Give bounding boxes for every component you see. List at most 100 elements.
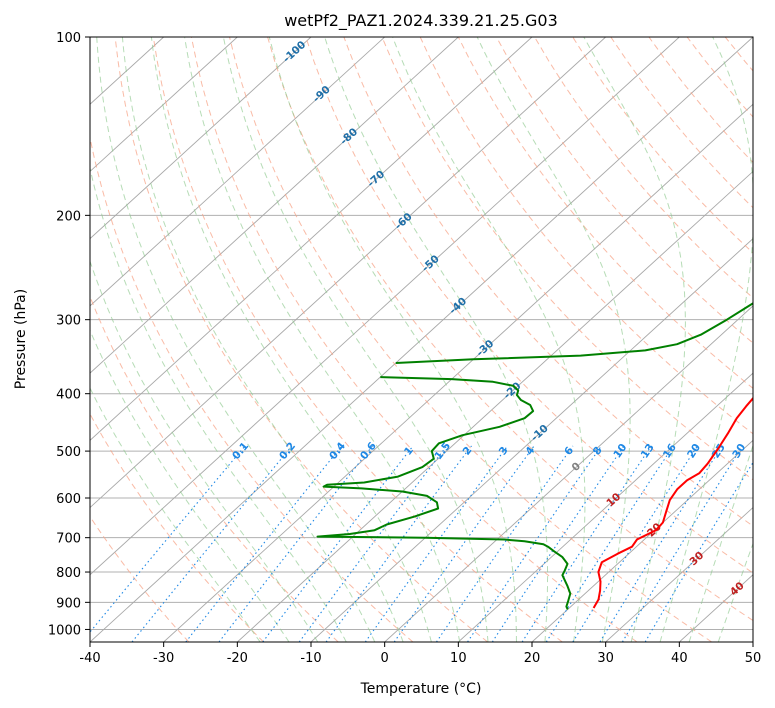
y-tick-label: 1000 [48, 623, 81, 638]
dry-adiabat [381, 37, 753, 481]
dry-adiabat [648, 37, 753, 164]
plot-frame [89, 36, 754, 643]
mixing-ratio-label: 20 [685, 442, 703, 461]
x-tick-label: -10 [300, 651, 321, 666]
mixing-ratio-label: 30 [730, 442, 748, 461]
mixing-ratio-line [621, 445, 744, 642]
dry-adiabat [763, 37, 775, 642]
moist-adiabat [90, 328, 290, 642]
y-tick-label: 300 [56, 314, 81, 329]
y-tick-label: 500 [56, 445, 81, 460]
dry-adiabat [229, 37, 712, 642]
moist-adiabat [90, 259, 319, 642]
isotherm-line [90, 37, 459, 374]
dry-adiabat [114, 37, 488, 642]
moist-adiabat [268, 37, 517, 642]
mixing-ratio-label: 8 [591, 445, 605, 458]
isotherm-line [90, 37, 606, 509]
dry-adiabat [90, 412, 264, 642]
isotherm-line [90, 37, 385, 307]
mixing-ratio-label: 6 [562, 445, 576, 458]
mixing-ratio-line [572, 445, 699, 642]
x-tick-label: 40 [671, 651, 688, 666]
mixing-ratio-label: 0.4 [327, 440, 348, 462]
mixing-ratio-label: 4 [523, 445, 537, 458]
dry-adiabat [495, 37, 753, 344]
y-tick-label: 100 [56, 31, 81, 46]
mixing-ratio-label: 36 [751, 442, 769, 461]
isotherm-line [90, 37, 238, 173]
moist-adiabat [96, 37, 376, 642]
isotherm-line [90, 37, 533, 441]
isotherm-line [458, 372, 753, 642]
dry-adiabat [572, 37, 753, 254]
moist-adiabat [659, 37, 753, 642]
dry-adiabat [343, 37, 753, 527]
mixing-ratio-label: 13 [639, 442, 657, 461]
dry-adiabat [610, 37, 753, 209]
isotherm-line [237, 170, 753, 642]
dry-adiabat [90, 135, 414, 642]
moist-adiabat [150, 37, 432, 642]
dry-adiabat [90, 295, 339, 642]
isotherm-line [90, 37, 312, 240]
mixing-ratio-line [435, 445, 574, 642]
moist-adiabat [324, 37, 549, 642]
mixing-ratio-line [599, 445, 723, 642]
moist-adiabat [184, 37, 461, 642]
mixing-ratio-line [218, 445, 373, 642]
x-tick-label: -40 [79, 651, 100, 666]
x-tick-label: 10 [450, 651, 467, 666]
mixing-ratio-label: 1 [402, 445, 416, 458]
dry-adiabat [724, 37, 753, 72]
mixing-ratio-label: 1.5 [432, 440, 453, 462]
dry-adiabat [267, 37, 753, 622]
moist-adiabat [476, 37, 631, 642]
x-tick-label: 50 [745, 651, 762, 666]
y-tick-label: 200 [56, 209, 81, 224]
mixing-ratio-line [644, 461, 753, 642]
mixing-ratio-line [298, 445, 448, 642]
x-tick-label: 20 [524, 651, 541, 666]
moist-adiabat [583, 37, 686, 642]
mixing-ratio-label: 0.1 [230, 440, 251, 462]
series-line-0 [592, 396, 753, 609]
mixing-ratio-line [131, 445, 293, 642]
dry-adiabat [457, 37, 753, 389]
series-line-2 [316, 376, 572, 610]
mixing-ratio-line [521, 445, 652, 642]
isotherm-line [310, 238, 753, 642]
y-tick-label: 800 [56, 566, 81, 581]
moist-adiabat [717, 542, 753, 642]
isotherm-line [752, 641, 753, 642]
dry-adiabat [152, 37, 563, 642]
mixing-ratio-line [90, 445, 246, 633]
isotherm-line [605, 506, 753, 642]
mixing-ratio-line [545, 445, 674, 642]
dry-adiabat [305, 37, 753, 574]
mixing-ratio-line [262, 445, 414, 642]
dry-adiabat [419, 37, 753, 435]
mixing-ratio-label: 16 [661, 442, 679, 461]
y-tick-label: 400 [56, 388, 81, 403]
isotherm-line [90, 37, 753, 642]
moist-adiabat [392, 37, 586, 642]
y-axis-title: Pressure (hPa) [13, 289, 29, 389]
y-tick-label: 600 [56, 492, 81, 507]
mixing-ratio-label: 10 [611, 442, 629, 461]
x-tick-label: -20 [227, 651, 248, 666]
mixing-ratio-label: 0.6 [358, 440, 379, 462]
moist-adiabat [90, 387, 261, 642]
dry-adiabat [534, 37, 753, 299]
isotherm-line [163, 103, 753, 642]
moist-adiabat [121, 37, 404, 642]
isotherm-line [90, 37, 680, 576]
y-tick-label: 900 [56, 596, 81, 611]
mixing-ratio-label: 3 [497, 445, 511, 458]
mixing-ratio-line [393, 445, 535, 642]
mixing-ratio-line [467, 445, 602, 642]
isotherm-line [531, 439, 753, 642]
moist-adiabat [90, 165, 347, 642]
moist-adiabat [222, 37, 489, 642]
